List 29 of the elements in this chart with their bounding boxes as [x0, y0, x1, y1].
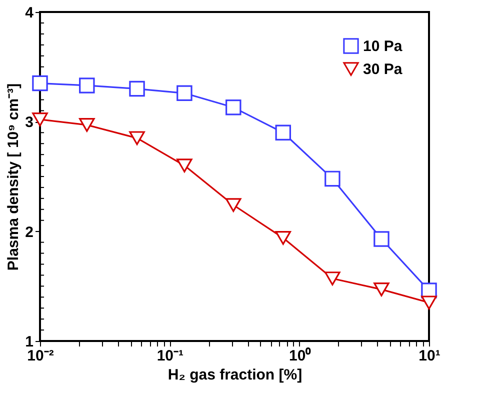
y-tick-label: 2: [25, 224, 34, 241]
point: [421, 296, 437, 310]
point: [324, 170, 340, 187]
point: [129, 80, 145, 97]
y-tick-label: 1: [25, 334, 34, 350]
point: [275, 124, 292, 141]
point: [176, 158, 192, 172]
point: [226, 198, 242, 212]
point: [32, 112, 48, 126]
point: [374, 231, 390, 247]
point: [79, 118, 95, 132]
x-tick-label: 10⁻²: [27, 348, 54, 364]
point: [79, 78, 95, 94]
point: [324, 272, 340, 286]
legend-label: 10 Pa: [363, 38, 403, 55]
point: [374, 282, 390, 296]
point: [226, 100, 242, 116]
point: [275, 230, 292, 245]
y-tick-label: 4: [25, 4, 34, 22]
point: [176, 85, 192, 102]
point: [129, 131, 145, 146]
x-tick-label: 10⁰: [288, 346, 312, 364]
y-axis-title: Plasma density [ 10⁹ cm⁻³]: [5, 83, 22, 271]
x-axis-title: H₂ gas fraction [%]: [168, 366, 302, 384]
y-tick-label: 3: [25, 114, 34, 132]
x-tick-label: 10⁻¹: [156, 348, 184, 364]
point: [32, 75, 48, 92]
x-tick-label: 10¹: [418, 348, 440, 364]
legend-label: 30 Pa: [363, 61, 403, 78]
